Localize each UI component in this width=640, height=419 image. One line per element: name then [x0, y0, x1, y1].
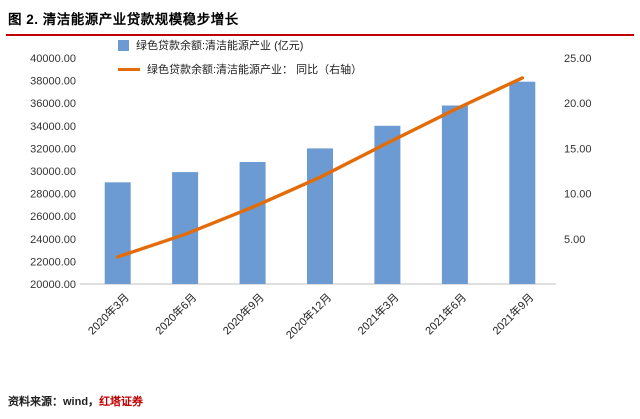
left-axis-tick: 20000.00: [30, 279, 76, 291]
bar: [239, 162, 266, 284]
bar: [441, 105, 468, 284]
bar: [104, 182, 131, 284]
legend-item-line: 绿色贷款余额:清洁能源产业： 同比（右轴）: [118, 61, 362, 77]
bar: [509, 81, 536, 284]
right-axis-tick: 5.00: [564, 234, 585, 246]
legend-item-bars: 绿色贷款余额:清洁能源产业 (亿元): [118, 37, 362, 53]
yoy-line: [115, 76, 524, 259]
figure-title: 图 2. 清洁能源产业贷款规模稳步增长: [8, 12, 239, 27]
left-axis-tick: 22000.00: [30, 256, 76, 268]
figure-header: 图 2. 清洁能源产业贷款规模稳步增长: [6, 4, 634, 36]
source-note: 资料来源：wind，红塔证券: [8, 393, 143, 409]
right-axis-tick: 15.00: [564, 143, 592, 155]
left-axis-tick: 36000.00: [30, 98, 76, 110]
legend: 绿色贷款余额:清洁能源产业 (亿元) 绿色贷款余额:清洁能源产业： 同比（右轴）: [118, 37, 362, 77]
right-axis-tick: 10.00: [564, 189, 592, 201]
left-axis-tick: 38000.00: [30, 76, 76, 88]
left-axis-tick: 26000.00: [30, 211, 76, 223]
x-axis-label: 2021年9月: [489, 290, 536, 337]
source-label: 资料来源：wind，: [8, 396, 100, 408]
left-axis-tick: 30000.00: [30, 166, 76, 178]
left-axis-tick: 24000.00: [30, 234, 76, 246]
left-axis-tick: 40000.00: [30, 53, 76, 65]
x-axis-label: 2021年3月: [354, 290, 401, 337]
left-axis-tick: 32000.00: [30, 143, 76, 155]
legend-label-bars: 绿色贷款余额:清洁能源产业 (亿元): [136, 40, 304, 52]
bar: [172, 172, 199, 284]
x-axis-label: 2020年9月: [220, 290, 267, 337]
bar: [307, 148, 333, 284]
line-swatch: [118, 67, 140, 71]
left-axis-tick: 28000.00: [30, 189, 76, 201]
right-axis-tick: 25.00: [564, 53, 592, 65]
x-axis-label: 2021年6月: [422, 290, 469, 337]
x-axis-label: 2020年3月: [85, 290, 132, 337]
x-axis-label: 2020年12月: [283, 290, 334, 341]
right-axis-tick: 20.00: [564, 98, 592, 110]
left-axis-tick: 34000.00: [30, 121, 76, 133]
bar-swatch: [118, 39, 129, 51]
bar: [374, 125, 401, 284]
x-axis-label: 2020年6月: [152, 290, 199, 337]
legend-label-line: 绿色贷款余额:清洁能源产业： 同比（右轴）: [147, 64, 363, 76]
source-org: 红塔证券: [99, 396, 144, 408]
